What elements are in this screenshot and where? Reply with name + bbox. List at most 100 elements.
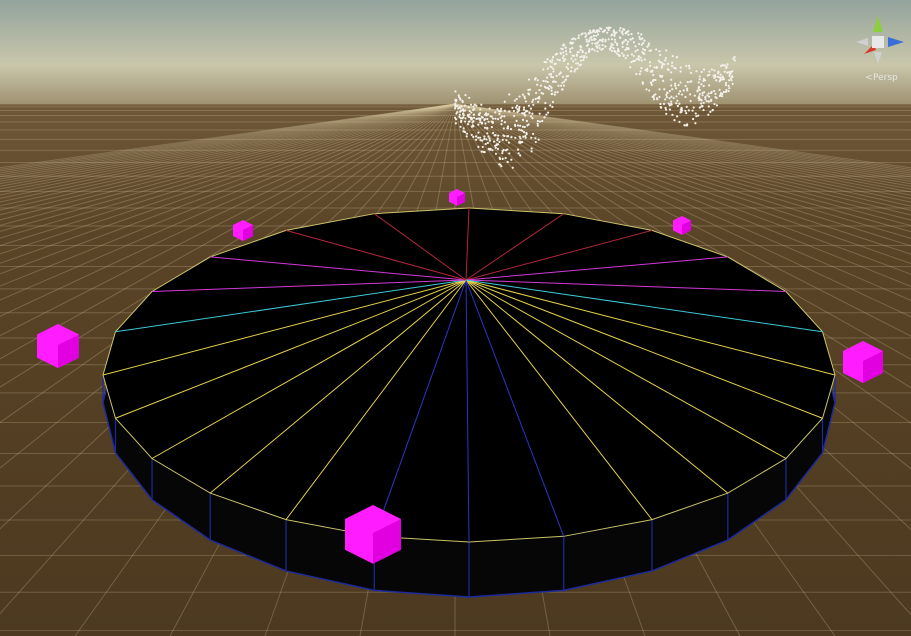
cloud-point [473,103,476,106]
cloud-point [670,78,673,81]
gizmo-y-axis[interactable] [873,16,883,32]
grid-line [0,103,456,232]
cloud-point [555,52,559,55]
cloud-point [690,80,693,83]
cloud-point [587,32,590,35]
cloud-point [630,53,634,56]
cloud-point [618,36,622,39]
grid-line [454,103,911,207]
cloud-point [719,93,722,97]
cloud-point [562,51,565,54]
cloud-point [562,54,565,57]
cloud-point [517,109,520,112]
cloud-point [645,88,648,91]
cloud-point [707,113,710,116]
cloud-point [536,79,539,82]
cloud-point [527,78,531,81]
disc-top [102,207,836,543]
cloud-point [539,84,543,87]
cloud-point [453,107,457,110]
grid-line [0,103,456,221]
cloud-point [621,41,624,44]
cloud-point [674,87,678,90]
cube-face [457,193,465,206]
cloud-point [515,97,518,101]
cloud-point [721,92,724,96]
cloud-point [506,125,510,128]
cloud-point [658,95,661,99]
cloud-point [504,156,507,160]
cloud-point [718,88,721,91]
cloud-point [508,110,511,113]
cloud-point [498,163,501,166]
cloud-point [504,149,508,152]
cloud-point [595,34,598,37]
orientation-gizmo[interactable] [856,16,904,64]
cloud-point [684,109,687,112]
cloud-point [499,116,502,119]
gizmo-center[interactable] [872,36,884,48]
gizmo-neg-y[interactable] [874,52,882,64]
cloud-point [639,56,642,59]
cloud-point [477,123,480,126]
cloud-point [572,54,576,58]
cloud-point [604,45,607,48]
cloud-point [638,35,641,38]
cloud-point [605,26,609,29]
cloud-point [528,111,531,114]
cloud-point [564,78,568,81]
cloud-point [581,32,584,35]
cloud-point [625,31,628,34]
cloud-point [527,104,531,107]
cloud-point [564,46,567,49]
cloud-point [546,80,549,84]
cloud-point [707,92,710,95]
cloud-point [626,40,630,43]
cloud-point [648,49,651,52]
gizmo-neg-x[interactable] [856,38,868,46]
cloud-point [655,48,658,51]
cloud-point [498,140,501,143]
cloud-point [536,122,539,125]
cloud-point [643,39,646,42]
grid-line [0,103,456,317]
cloud-point [493,140,496,143]
cloud-point [491,131,495,135]
cloud-point [710,90,713,93]
cloud-point [544,101,547,105]
cloud-point [481,139,484,142]
cloud-point [462,127,465,130]
cloud-point [729,70,732,73]
cloud-point [586,43,590,46]
cloud-point [569,47,572,51]
cloud-point [687,109,690,112]
projection-label[interactable]: Persp [873,73,898,83]
cloud-point [584,35,587,38]
cloud-point [726,63,729,66]
cloud-point [637,32,640,35]
cloud-point [579,48,582,51]
cloud-point [498,112,501,116]
cloud-point [690,71,693,75]
cloud-point [601,30,605,33]
cloud-point [700,70,703,74]
cloud-point [618,29,621,32]
cloud-point [464,117,467,120]
cloud-point [733,56,736,59]
cloud-point [484,142,487,146]
cloud-point [643,58,646,61]
cloud-point [561,81,564,84]
cloud-point [511,166,514,169]
cloud-point [660,66,663,69]
cloud-point [701,104,704,108]
cloud-point [563,80,566,83]
cloud-point [488,137,491,140]
cloud-point [661,79,665,82]
cloud-point [646,69,649,72]
cloud-point [588,47,591,51]
cloud-point [658,50,661,53]
cloud-point [561,57,565,60]
gizmo-z-axis[interactable] [888,37,904,47]
cloud-point [585,56,588,59]
disc-spoke [465,279,787,459]
